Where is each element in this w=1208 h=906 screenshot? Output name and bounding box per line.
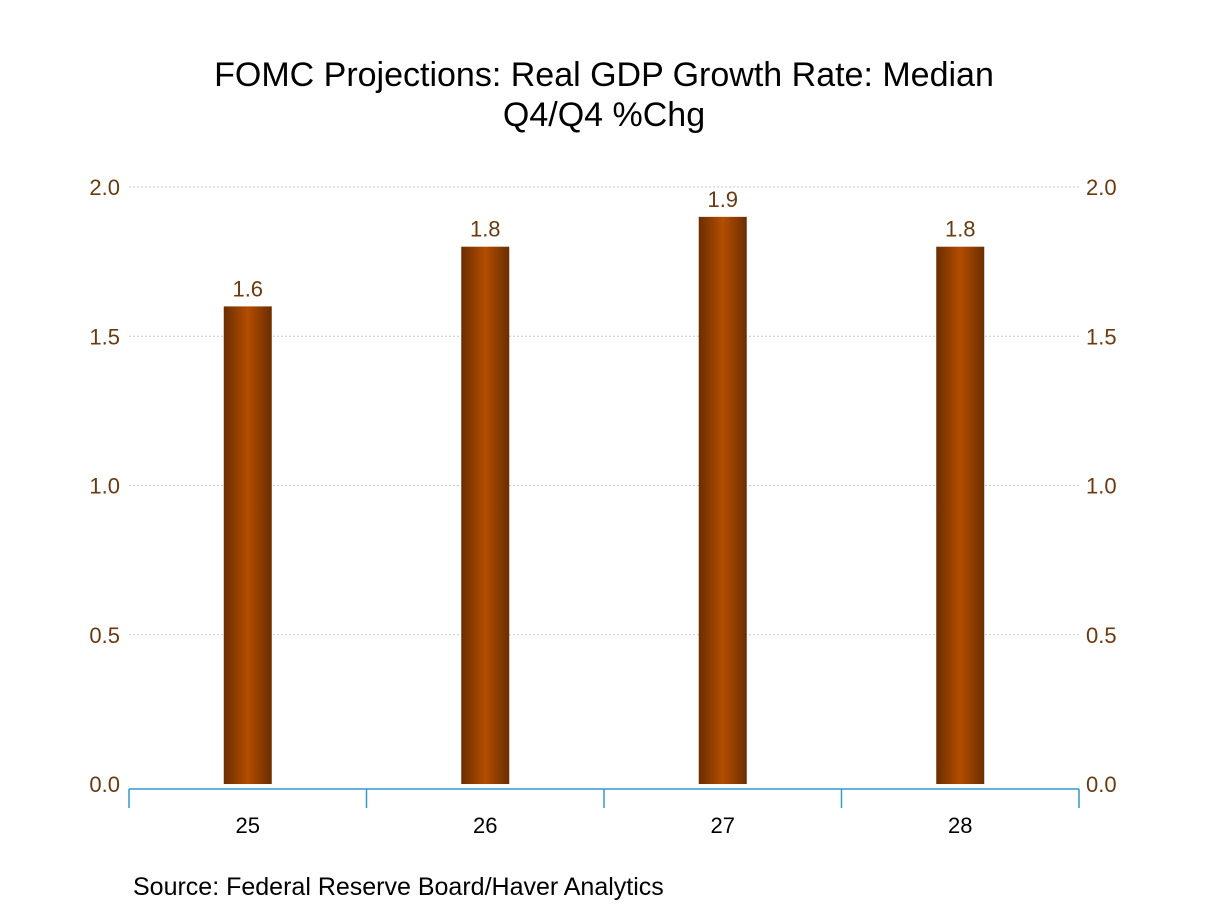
y-tick-label-right: 1.5 bbox=[1086, 324, 1117, 349]
data-label: 1.6 bbox=[232, 276, 263, 301]
y-tick-label-left: 0.0 bbox=[89, 772, 120, 797]
y-tick-label-left: 0.5 bbox=[89, 623, 120, 648]
chart-title: FOMC Projections: Real GDP Growth Rate: … bbox=[214, 56, 994, 94]
y-tick-label-right: 0.5 bbox=[1086, 623, 1117, 648]
y-tick-label-right: 2.0 bbox=[1086, 175, 1117, 200]
y-tick-label-left: 1.5 bbox=[89, 324, 120, 349]
y-tick-label-left: 1.0 bbox=[89, 474, 120, 499]
y-tick-label-right: 0.0 bbox=[1086, 772, 1117, 797]
source-note: Source: Federal Reserve Board/Haver Anal… bbox=[133, 873, 664, 901]
x-tick-label: 25 bbox=[236, 813, 260, 838]
x-tick-label: 26 bbox=[473, 813, 497, 838]
bar bbox=[461, 246, 510, 784]
y-tick-label-right: 1.0 bbox=[1086, 474, 1117, 499]
bars: 1.6 1.8 1.9 1.8 bbox=[223, 187, 985, 785]
data-label: 1.8 bbox=[470, 217, 501, 242]
bar bbox=[223, 306, 272, 784]
x-tick-label: 28 bbox=[948, 813, 972, 838]
bar bbox=[698, 216, 747, 785]
y-tick-label-left: 2.0 bbox=[89, 175, 120, 200]
x-tick-label: 27 bbox=[711, 813, 735, 838]
data-label: 1.9 bbox=[707, 187, 738, 212]
data-label: 1.8 bbox=[945, 217, 976, 242]
y-axis-ticks: 0.0 0.0 0.5 0.5 1.0 1.0 1.5 1.5 2.0 2.0 bbox=[89, 175, 1116, 797]
chart-subtitle: Q4/Q4 %Chg bbox=[503, 96, 705, 134]
bar bbox=[936, 246, 985, 784]
x-axis: 25 26 27 28 bbox=[128, 788, 1080, 838]
